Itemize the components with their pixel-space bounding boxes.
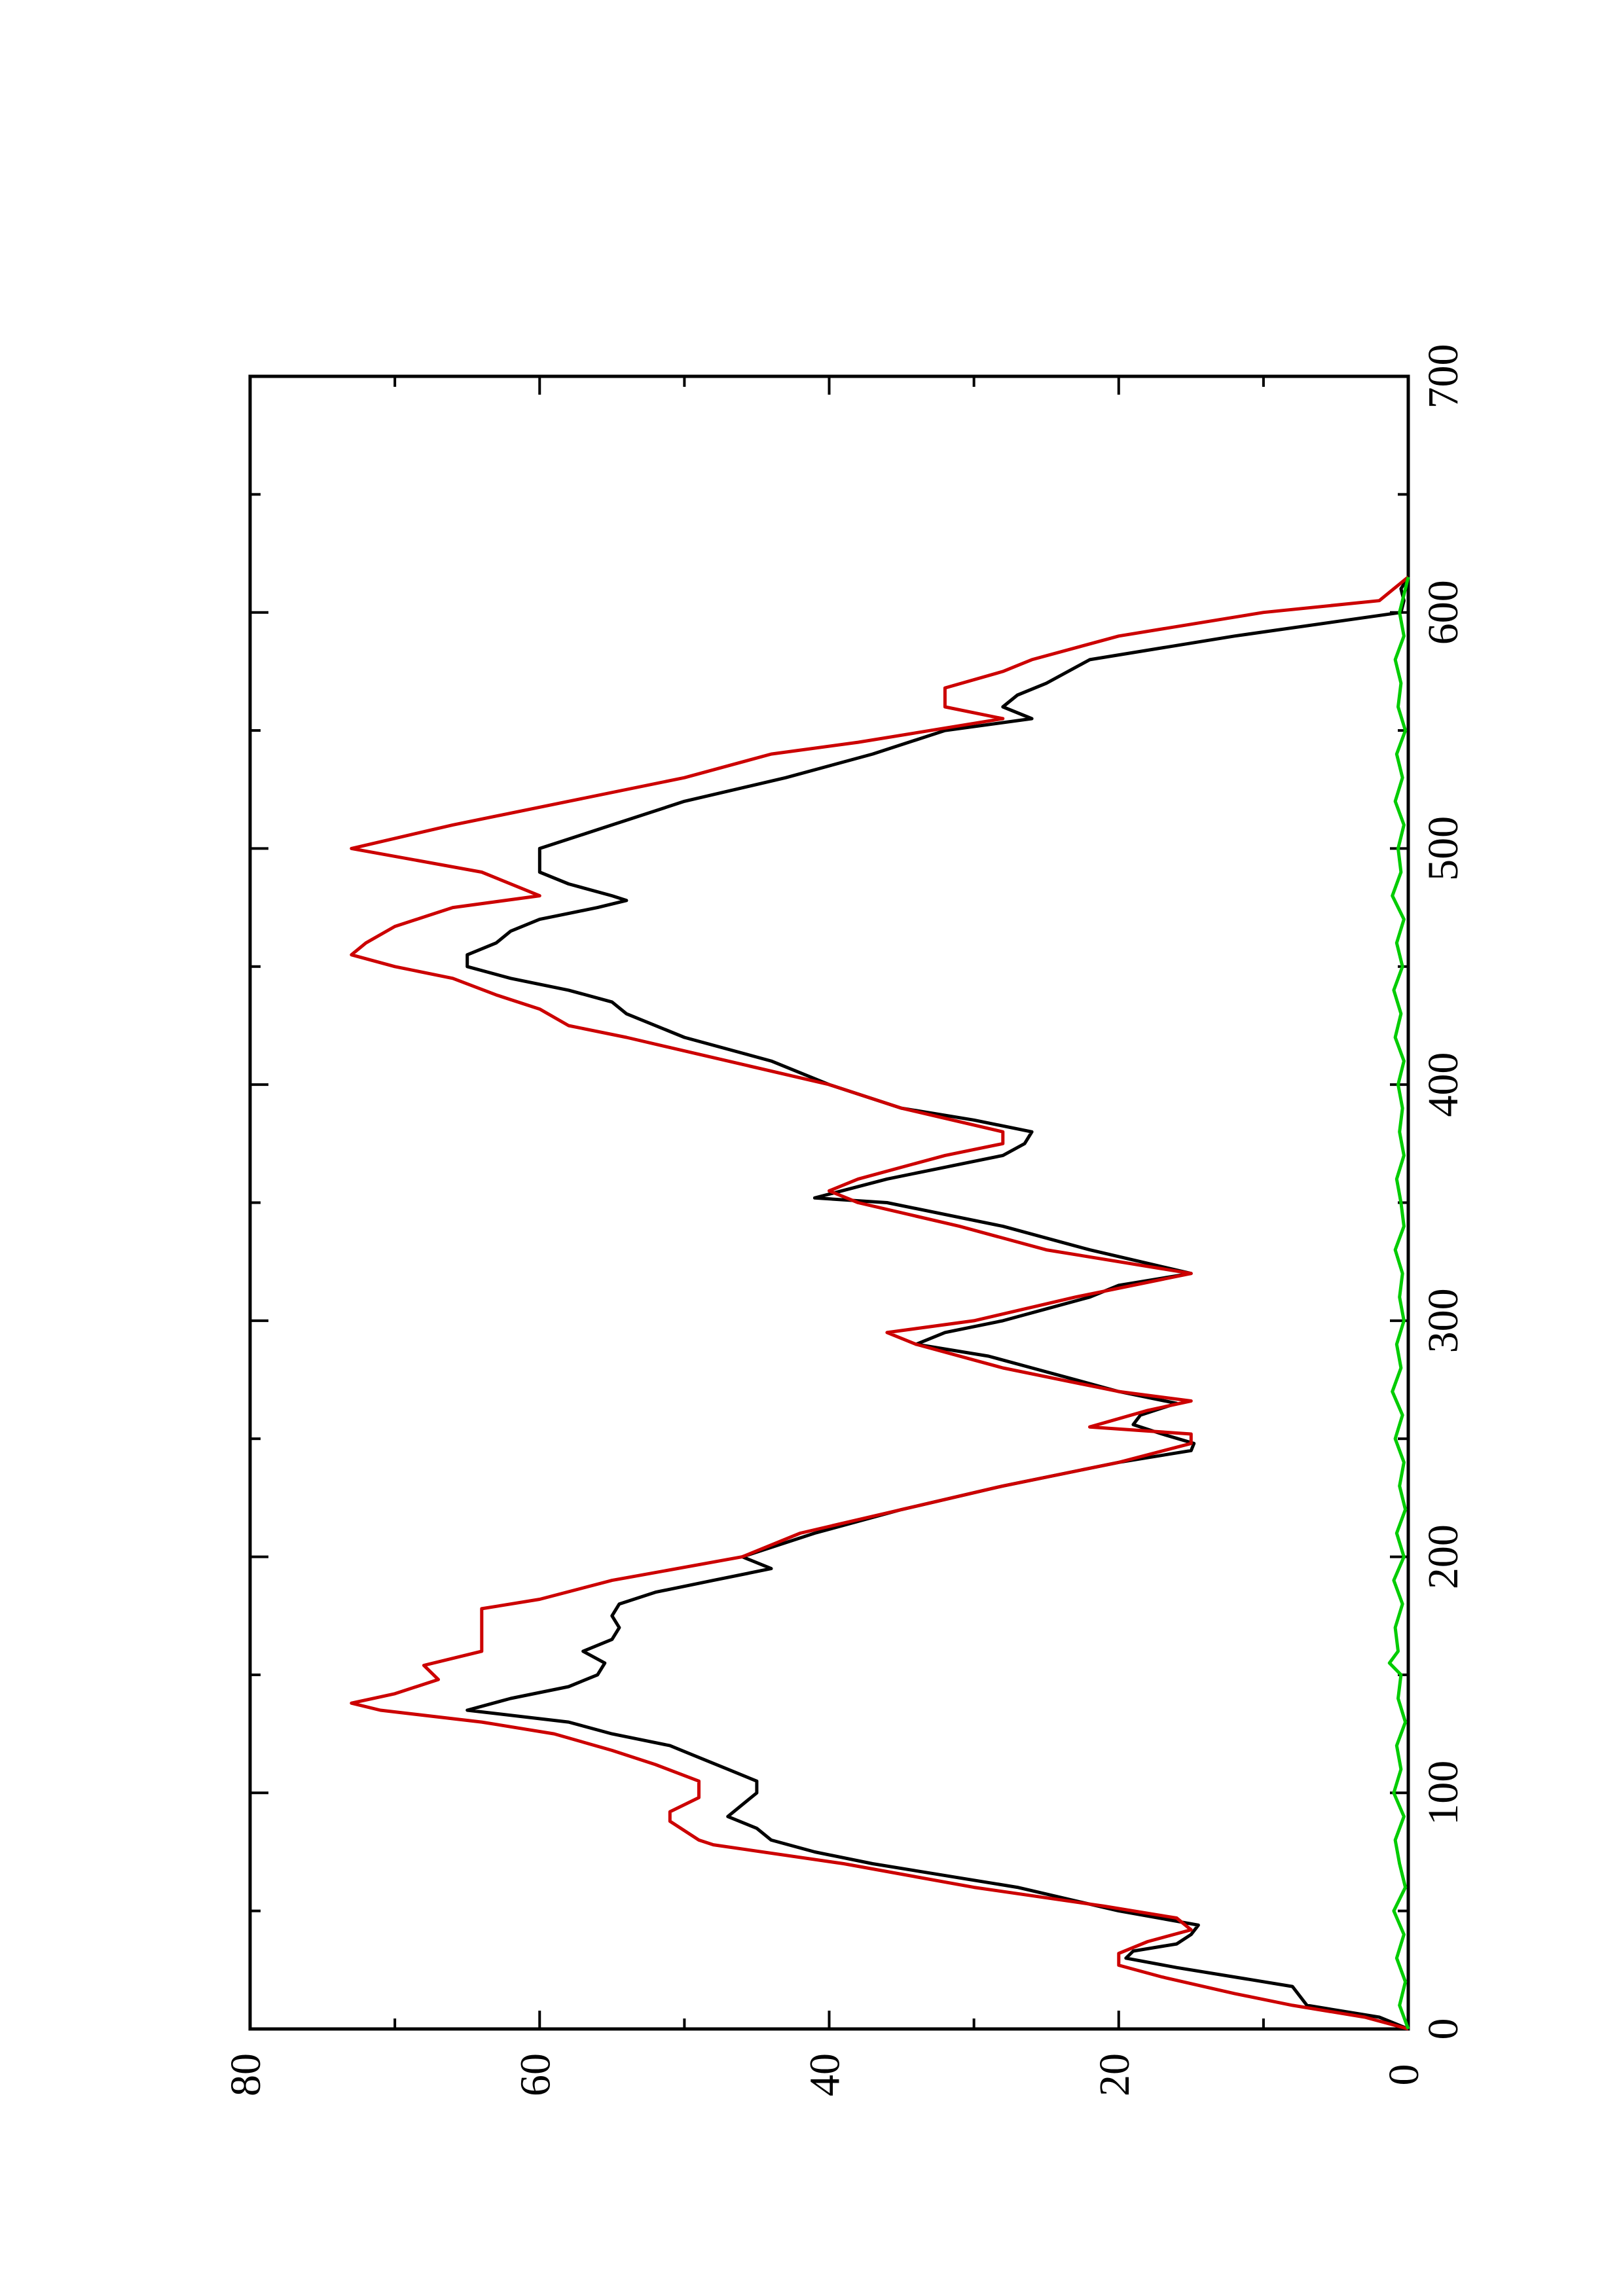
x-tick-label: 300 <box>1419 1288 1467 1353</box>
y-tick-label: 20 <box>1091 2053 1139 2096</box>
series-line-1 <box>465 576 1410 2031</box>
y-tick-label: 40 <box>801 2053 849 2096</box>
x-tick-label: 200 <box>1419 1524 1467 1589</box>
x-tick-label: 600 <box>1419 580 1467 645</box>
tick-labels: 0 100 200 300 400 500 600 700 0 20 40 60 80 <box>222 344 1467 2097</box>
x-tick-label: 400 <box>1419 1052 1467 1117</box>
ticks <box>249 375 1410 2030</box>
plot-frame <box>248 374 1410 2031</box>
x-tick-label: 0 <box>1419 2018 1467 2040</box>
series-line-2 <box>350 575 1410 2031</box>
series-line-3 <box>1387 577 1410 2030</box>
x-tick-label: 100 <box>1419 1761 1467 1825</box>
y-tick-label: 80 <box>222 2053 270 2096</box>
y-tick-label: 60 <box>511 2053 559 2096</box>
y-tick-label: 0 <box>1380 2064 1428 2086</box>
x-tick-label: 500 <box>1419 816 1467 881</box>
series-group <box>350 575 1410 2031</box>
x-tick-label: 700 <box>1419 344 1467 409</box>
